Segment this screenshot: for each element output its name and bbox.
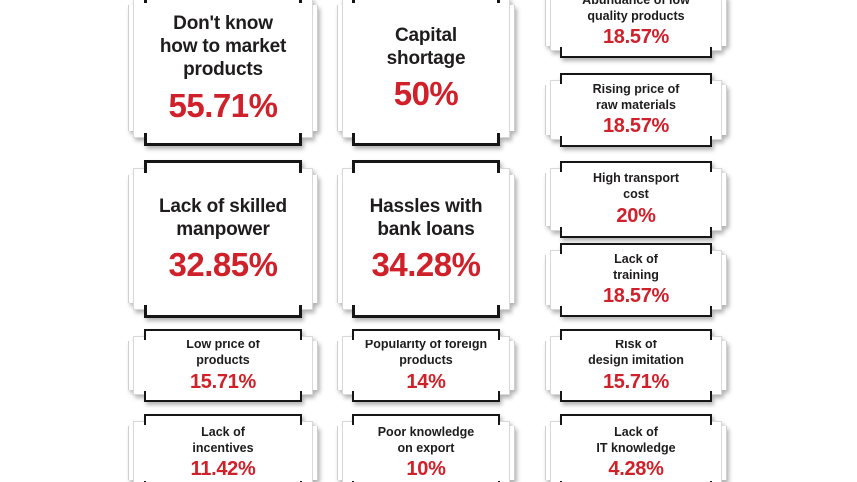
stat-box-design-imitation: Risk of design imitation 15.71% — [545, 329, 727, 402]
top-notch-tab — [560, 161, 712, 172]
stat-box-content: Capital shortage 50% — [342, 0, 510, 138]
top-notch-tab — [144, 0, 302, 3]
stat-label: Don't know how to market products — [159, 13, 287, 81]
stat-box-bank-loans: Hassles with bank loans 34.28% — [337, 160, 515, 318]
stat-box-incentives: Lack of incentives 11.42% — [128, 414, 318, 482]
stat-value: 50% — [393, 75, 459, 113]
stat-value: 20% — [616, 204, 656, 227]
stat-box-content: Low price of products 15.71% — [133, 336, 313, 395]
stat-value: 18.57% — [602, 26, 670, 49]
stat-label: Popularity of foreign products — [364, 337, 488, 367]
stat-value: 11.42% — [190, 458, 256, 481]
stat-label: Low price of products — [186, 337, 260, 367]
stat-value: 15.71% — [189, 370, 257, 393]
stat-label: Lack of incentives — [192, 424, 254, 455]
top-notch-tab — [144, 414, 302, 425]
stat-value: 18.57% — [602, 285, 670, 308]
stat-box-low-price: Low price of products 15.71% — [128, 329, 318, 402]
top-notch-tab — [144, 329, 302, 340]
stat-value: 4.28% — [608, 458, 664, 481]
stat-box-content: Poor knowledge on export 10% — [342, 421, 510, 482]
stat-box-foreign-products: Popularity of foreign products 14% — [337, 329, 515, 402]
stat-box-low-quality-products: Abundance of low quality products 18.57% — [545, 0, 727, 58]
bottom-notch-tab — [560, 136, 712, 147]
stat-label: Abundance of low quality products — [582, 0, 690, 23]
bottom-notch-tab — [560, 47, 712, 58]
top-notch-tab — [352, 160, 500, 173]
stat-label: High transport cost — [592, 171, 680, 201]
stat-box-content: Risk of design imitation 15.71% — [550, 336, 722, 395]
top-notch-tab — [560, 243, 712, 254]
stat-box-content: Lack of incentives 11.42% — [133, 421, 313, 482]
stat-value: 15.71% — [602, 370, 670, 393]
stat-box-content: Popularity of foreign products 14% — [342, 336, 510, 395]
stat-box-content: High transport cost 20% — [550, 168, 722, 231]
stat-label: Lack of IT knowledge — [596, 424, 676, 455]
bottom-notch-tab — [352, 391, 500, 402]
bottom-notch-tab — [352, 305, 500, 318]
stat-label: Rising price of raw materials — [592, 81, 680, 112]
stat-box-content: Don't know how to market products 55.71% — [133, 0, 313, 138]
stat-box-content: Rising price of raw materials 18.57% — [550, 80, 722, 140]
bottom-notch-tab — [144, 391, 302, 402]
stat-label: Risk of design imitation — [588, 337, 684, 367]
stat-box-it-knowledge: Lack of IT knowledge 4.28% — [545, 414, 727, 482]
top-notch-tab — [352, 329, 500, 340]
bottom-notch-tab — [144, 133, 302, 146]
stat-box-transport-cost: High transport cost 20% — [545, 161, 727, 238]
stat-box-export-knowledge: Poor knowledge on export 10% — [337, 414, 515, 482]
stat-value: 55.71% — [168, 86, 278, 124]
stat-label: Lack of training — [613, 251, 659, 282]
stat-label: Capital shortage — [386, 24, 466, 69]
stat-value: 34.28% — [371, 246, 481, 284]
bottom-notch-tab — [560, 306, 712, 317]
stat-label: Poor knowledge on export — [377, 424, 475, 455]
stat-box-marketing-knowledge: Don't know how to market products 55.71% — [128, 0, 318, 146]
stat-value: 14% — [406, 370, 446, 393]
stat-value: 10% — [406, 458, 446, 481]
stat-value: 32.85% — [168, 246, 278, 284]
top-notch-tab — [560, 414, 712, 425]
stat-box-content: Lack of training 18.57% — [550, 250, 722, 310]
bottom-notch-tab — [144, 305, 302, 318]
stat-box-capital-shortage: Capital shortage 50% — [337, 0, 515, 146]
stat-box-content: Lack of IT knowledge 4.28% — [550, 421, 722, 482]
top-notch-tab — [144, 160, 302, 173]
stat-box-skilled-manpower: Lack of skilled manpower 32.85% — [128, 160, 318, 318]
bottom-notch-tab — [352, 133, 500, 146]
stat-box-content: Lack of skilled manpower 32.85% — [133, 168, 313, 310]
bottom-notch-tab — [560, 391, 712, 402]
stat-value: 18.57% — [602, 115, 670, 138]
top-notch-tab — [560, 329, 712, 340]
stat-label: Hassles with bank loans — [369, 195, 483, 240]
stat-box-content: Hassles with bank loans 34.28% — [342, 168, 510, 310]
stat-box-raw-materials: Rising price of raw materials 18.57% — [545, 73, 727, 147]
bottom-notch-tab — [560, 227, 712, 238]
top-notch-tab — [560, 73, 712, 84]
top-notch-tab — [352, 0, 500, 3]
stat-label: Lack of skilled manpower — [159, 195, 287, 240]
stat-box-content: Abundance of low quality products 18.57% — [550, 0, 722, 51]
top-notch-tab — [352, 414, 500, 425]
stat-box-training: Lack of training 18.57% — [545, 243, 727, 317]
